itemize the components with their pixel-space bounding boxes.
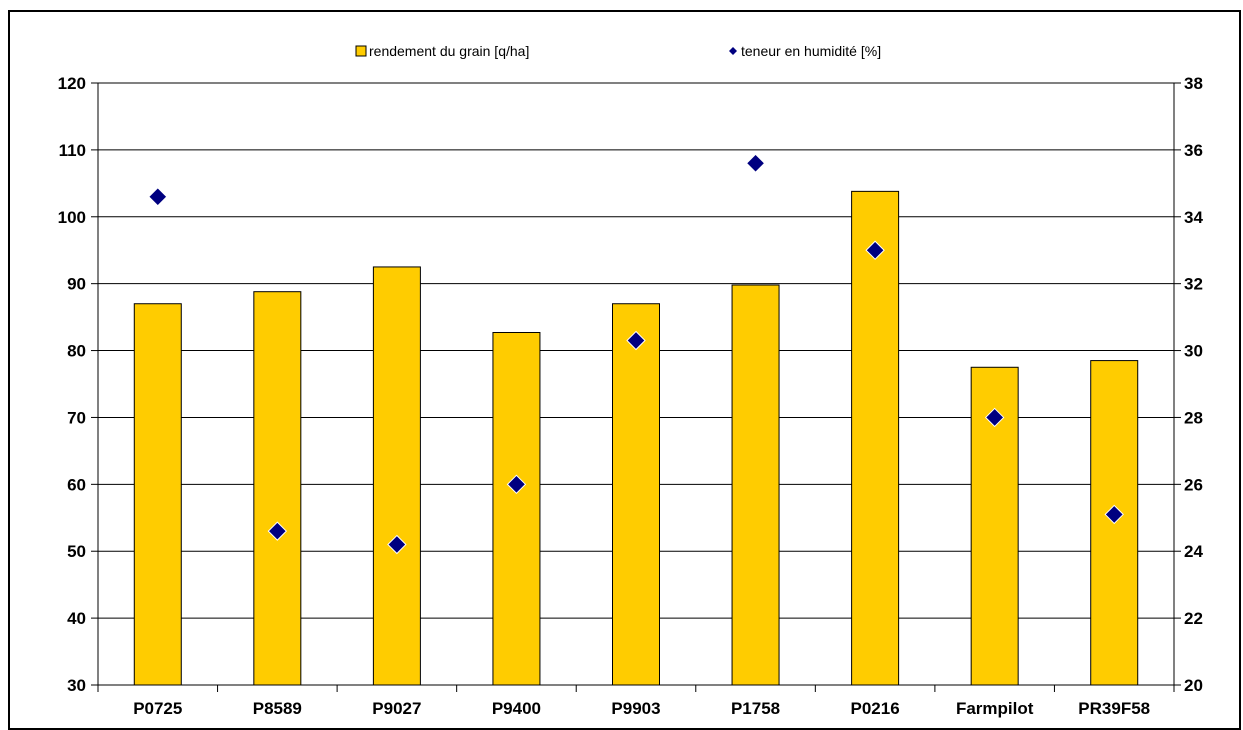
- marker-P1758: [745, 153, 766, 173]
- right-tick-label: 38: [1184, 74, 1203, 93]
- category-label: Farmpilot: [956, 699, 1034, 718]
- category-label: P9400: [492, 699, 541, 718]
- category-label: P0216: [851, 699, 900, 718]
- marker-P0216: [865, 240, 885, 260]
- left-tick-label: 90: [67, 275, 86, 294]
- marker-P9400: [506, 474, 527, 495]
- bar-P8589: [253, 291, 302, 686]
- left-tick-label: 30: [67, 676, 86, 695]
- bar-P1758: [731, 284, 780, 686]
- category-label: PR39F58: [1078, 699, 1150, 718]
- bar-P0725: [133, 303, 182, 686]
- left-tick-label: 120: [58, 74, 86, 93]
- right-tick-label: 32: [1184, 275, 1203, 294]
- right-tick-label: 36: [1184, 141, 1203, 160]
- right-tick-label: 24: [1184, 542, 1203, 561]
- legend: rendement du grain [q/ha] teneur en humi…: [355, 43, 881, 59]
- labels-layer: 30 40 50 60 70 80 90 100 110 120 20 22 24 26 28 30 32 34 3…: [58, 74, 1204, 718]
- axes-layer: [91, 82, 1181, 692]
- marker-P9903: [626, 330, 646, 351]
- legend-bar-swatch: [355, 45, 367, 57]
- right-tick-label: 30: [1184, 342, 1203, 361]
- right-tick-label: 28: [1184, 408, 1203, 427]
- right-tick-label: 20: [1184, 676, 1203, 695]
- legend-diamond-swatch: [729, 47, 737, 55]
- plot-area-border: [97, 82, 1175, 686]
- left-tick-label: 70: [67, 408, 86, 427]
- category-label: P0725: [133, 699, 182, 718]
- left-tick-label: 100: [58, 208, 86, 227]
- markers-layer: [148, 153, 1124, 555]
- category-label: P1758: [731, 699, 780, 718]
- category-label: P9903: [611, 699, 660, 718]
- right-tick-label: 34: [1184, 208, 1203, 227]
- bar-P0216: [851, 190, 900, 686]
- left-tick-label: 40: [67, 609, 86, 628]
- bars-layer: [133, 190, 1139, 686]
- right-tick-label: 26: [1184, 475, 1203, 494]
- category-label: P8589: [253, 699, 302, 718]
- left-tick-label: 50: [67, 542, 86, 561]
- category-label: P9027: [372, 699, 421, 718]
- bar-P9027: [372, 266, 421, 686]
- left-tick-label: 60: [67, 475, 86, 494]
- left-tick-label: 80: [67, 342, 86, 361]
- right-tick-label: 22: [1184, 609, 1203, 628]
- bar-P9903: [612, 303, 660, 686]
- marker-P0725: [148, 187, 168, 207]
- bar-P9400: [492, 331, 541, 686]
- marker-PR39F58: [1104, 504, 1124, 525]
- marker-Farmpilot: [984, 407, 1005, 428]
- marker-P9027: [387, 534, 407, 555]
- left-tick-label: 110: [59, 141, 86, 160]
- legend-bar-label: rendement du grain [q/ha]: [369, 43, 529, 59]
- legend-marker-label: teneur en humidité [%]: [741, 43, 881, 59]
- marker-P8589: [267, 521, 288, 541]
